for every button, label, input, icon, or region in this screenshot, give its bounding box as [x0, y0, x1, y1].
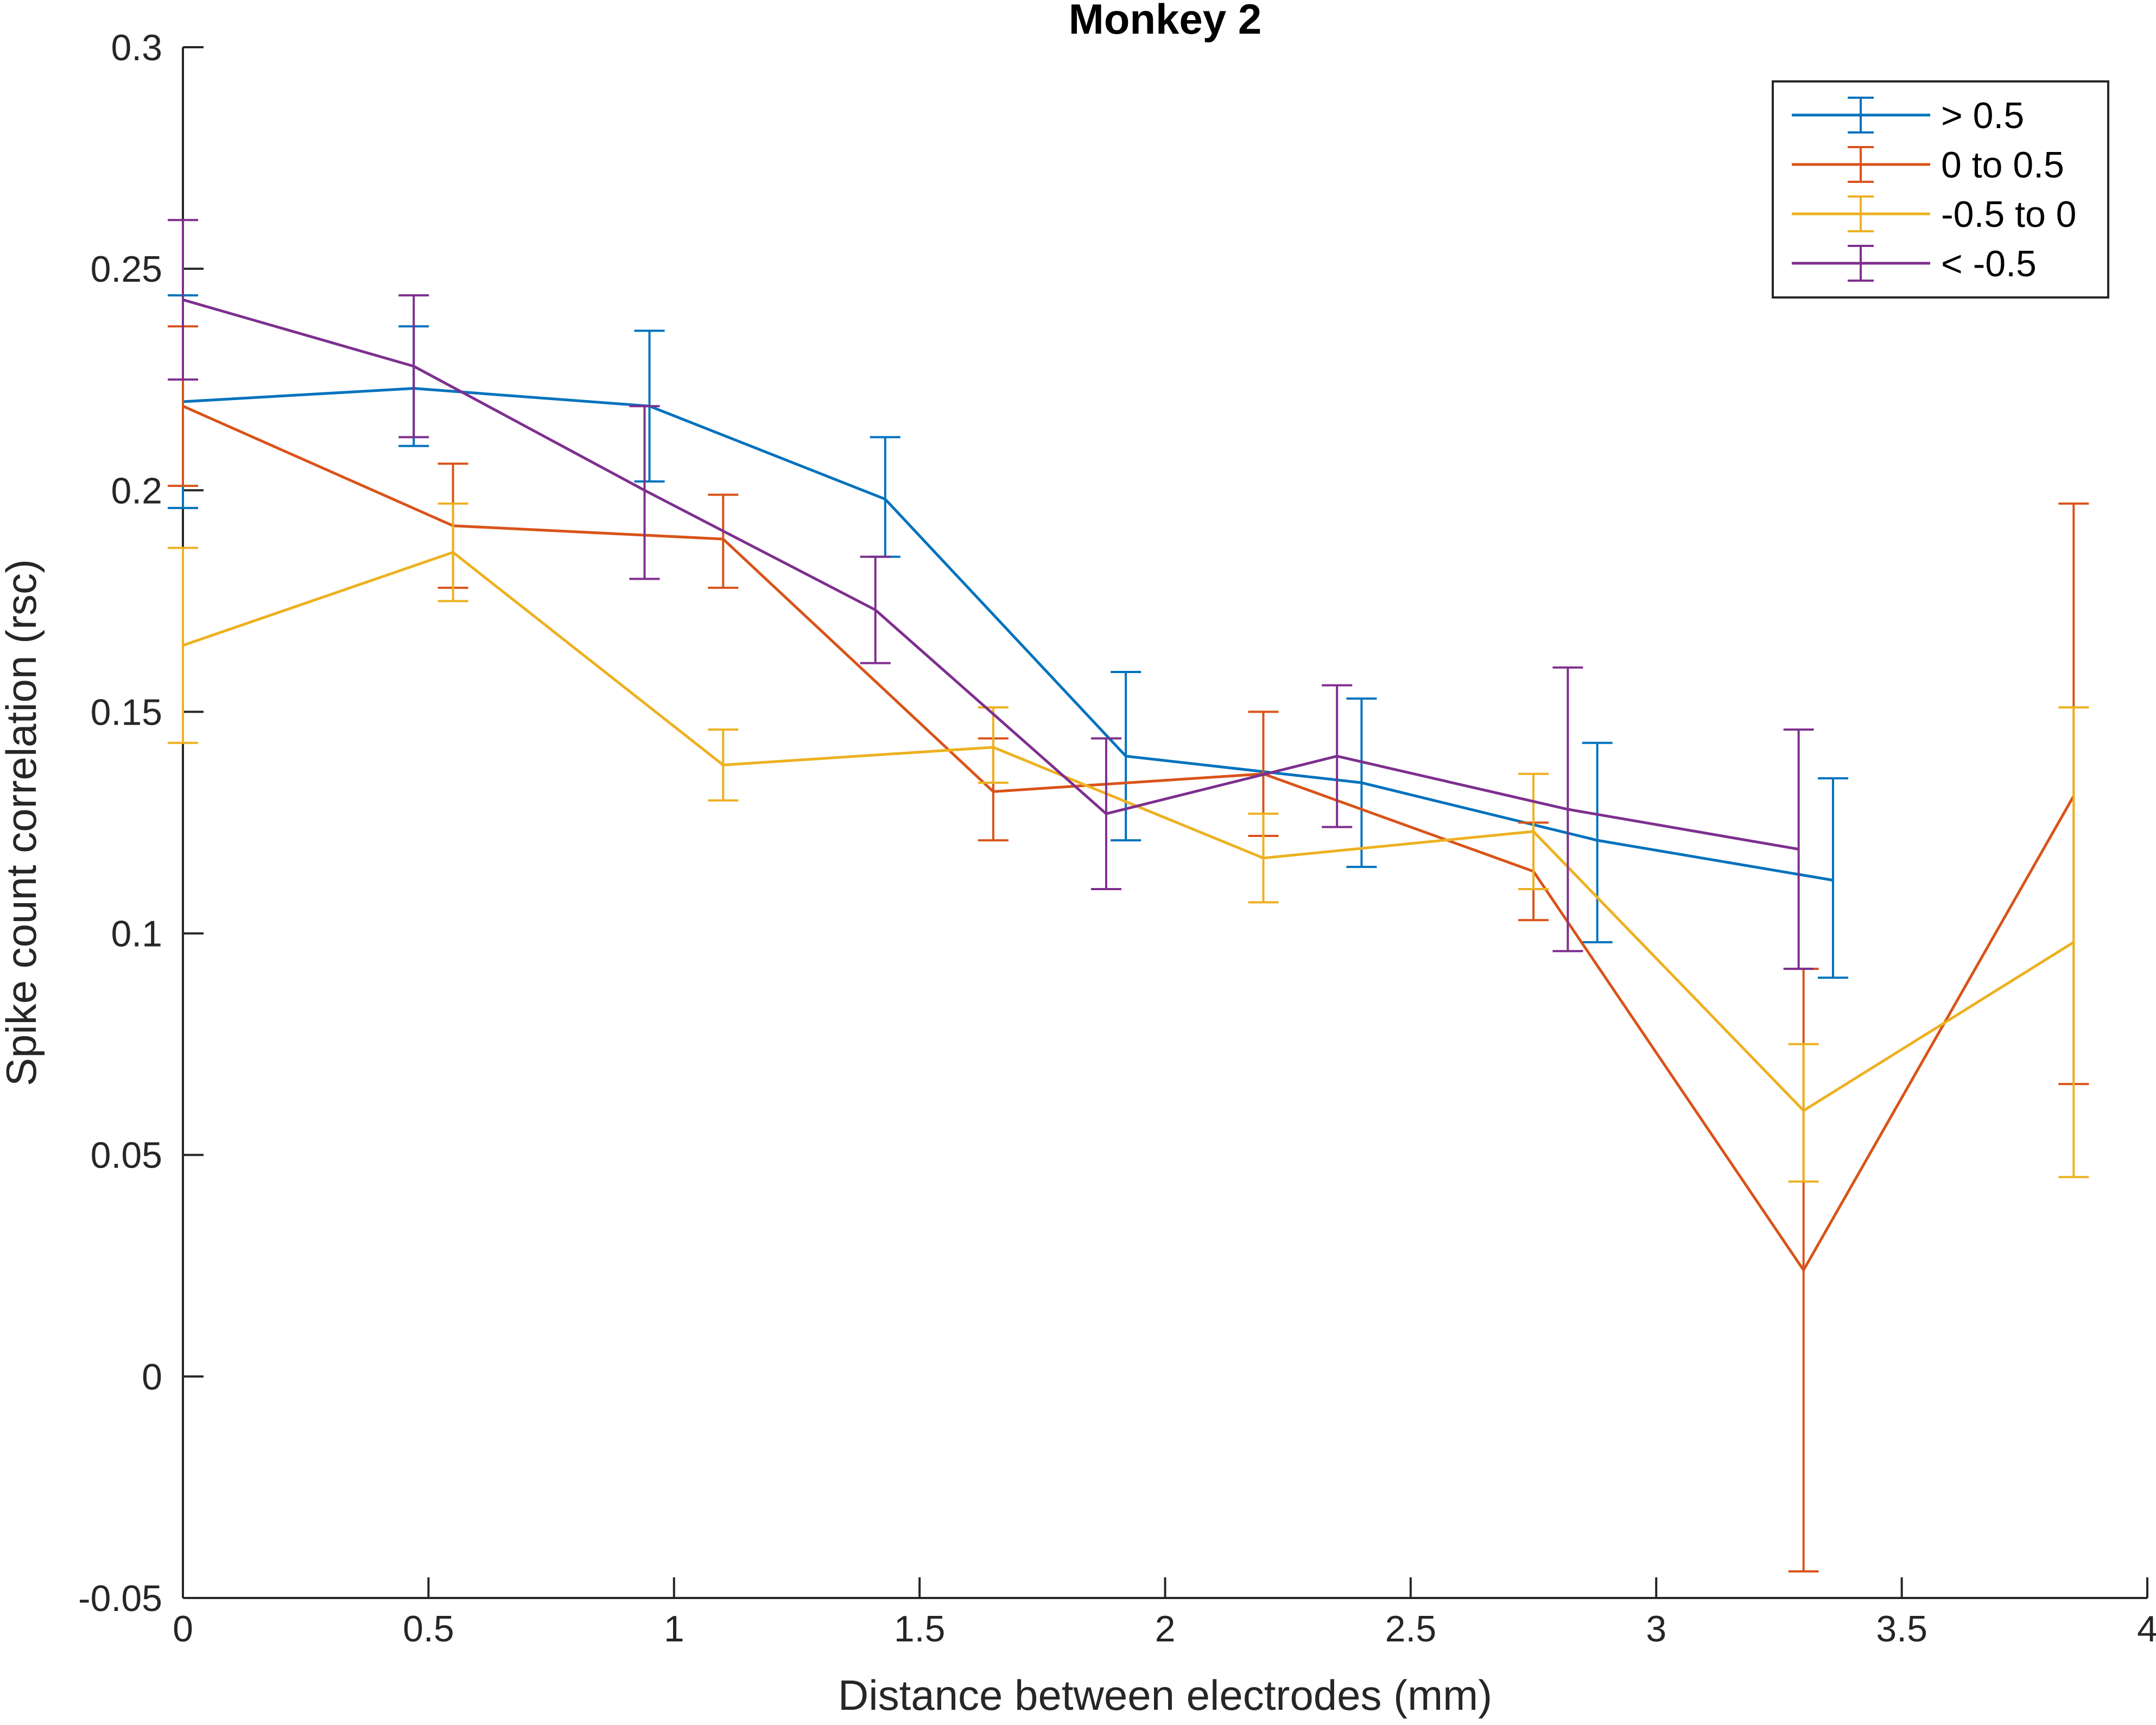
x-tick-label: 3.5 — [1876, 1608, 1927, 1650]
series-4 — [168, 219, 1814, 970]
series-layer — [168, 219, 2089, 1573]
legend-item: 0 to 0.5 — [1792, 144, 2064, 186]
series-line — [182, 387, 1834, 882]
x-tick-label: 1.5 — [894, 1608, 946, 1650]
y-tick-label: 0.3 — [111, 27, 162, 68]
axes: 0 0.5 1 1.5 2 2.5 3 3.5 4 -0.05 0 0.05 0.1 0.15 0.2 0.2… — [78, 27, 2156, 1650]
error-bar — [1346, 697, 1377, 868]
error-bar — [1783, 728, 1814, 970]
error-bar — [1552, 666, 1583, 953]
legend-label: > 0.5 — [1941, 95, 2024, 136]
legend: > 0.5 0 to 0.5 -0.5 to 0 < -0.5 — [1772, 80, 2109, 299]
error-bar — [168, 219, 198, 381]
error-bar — [708, 728, 739, 802]
error-bar — [1111, 670, 1142, 842]
x-tick-label: 3 — [1646, 1608, 1666, 1650]
y-tick-label: 0.05 — [91, 1135, 162, 1176]
error-bar — [629, 405, 660, 580]
legend-label: < -0.5 — [1941, 243, 2037, 284]
error-bar — [1248, 813, 1279, 904]
chart-title: Monkey 2 — [1069, 0, 1261, 43]
error-bar — [2058, 706, 2089, 1178]
y-axis-label: Spike count correlation (rsc) — [0, 559, 45, 1086]
error-bar — [860, 555, 891, 664]
y-tick-label: 0.15 — [91, 692, 162, 733]
error-bar — [437, 502, 468, 603]
series-line — [182, 404, 2075, 1272]
error-bar — [1817, 777, 1848, 979]
legend-item: > 0.5 — [1792, 95, 2024, 136]
series-line — [182, 551, 2075, 1112]
y-tick-label: 0.1 — [111, 914, 162, 955]
legend-label: -0.5 to 0 — [1941, 194, 2077, 235]
x-tick-label: 0.5 — [403, 1608, 454, 1650]
legend-item: -0.5 to 0 — [1792, 194, 2077, 235]
error-bar — [708, 493, 739, 589]
error-bar — [1788, 1043, 1819, 1183]
x-tick-label: 2.5 — [1385, 1608, 1437, 1650]
legend-label: 0 to 0.5 — [1941, 144, 2064, 186]
legend-box — [1772, 80, 2109, 299]
x-tick-label: 0 — [173, 1608, 193, 1650]
x-tick-label: 1 — [664, 1608, 684, 1650]
error-bar — [1518, 772, 1549, 890]
legend-item: < -0.5 — [1792, 243, 2037, 284]
x-axis-label: Distance between electrodes (mm) — [838, 1671, 1492, 1719]
error-bar — [168, 547, 198, 744]
error-bar — [1582, 741, 1613, 943]
series-3 — [168, 502, 2089, 1183]
error-bar — [398, 294, 429, 439]
x-tick-label: 4 — [2137, 1608, 2156, 1650]
y-tick-label: 0.2 — [111, 470, 162, 511]
error-bar — [1322, 684, 1353, 828]
x-tick-label: 2 — [1155, 1608, 1176, 1650]
series-line — [182, 298, 1799, 851]
error-bar — [1090, 737, 1121, 890]
y-tick-label: 0 — [142, 1356, 162, 1398]
y-tick-label: -0.05 — [78, 1578, 162, 1619]
error-bar — [978, 706, 1009, 784]
y-tick-label: 0.25 — [91, 249, 162, 290]
